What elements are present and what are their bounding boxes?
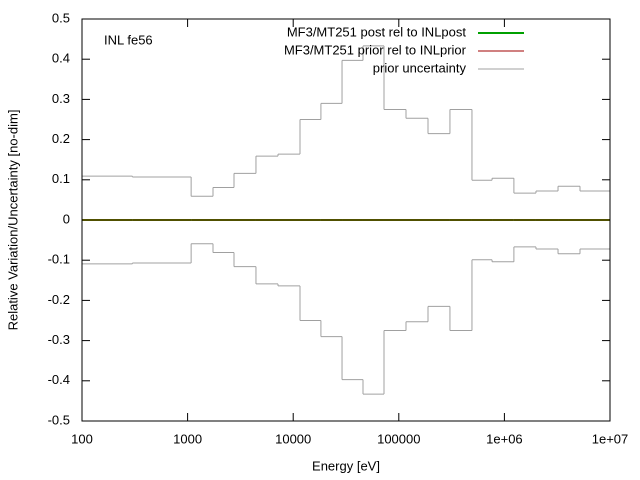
x-tick-label: 1e+06 xyxy=(486,431,523,446)
plot-frame xyxy=(81,18,611,422)
y-tick-label: 0.4 xyxy=(52,51,70,66)
y-tick-label: -0.2 xyxy=(48,292,70,307)
y-axis-label: Relative Variation/Uncertainty [no-dim] xyxy=(5,110,20,331)
x-axis-label: Energy [eV] xyxy=(312,458,380,473)
x-tick-label: 100 xyxy=(71,431,93,446)
legend-label: MF3/MT251 prior rel to INLprior xyxy=(284,42,467,57)
y-tick-label: 0.2 xyxy=(52,131,70,146)
x-tick-label: 1000 xyxy=(173,431,202,446)
y-tick-label: -0.3 xyxy=(48,332,70,347)
y-tick-label: -0.1 xyxy=(48,252,70,267)
annotation: INL fe56 xyxy=(104,32,153,47)
y-tick-label: 0 xyxy=(63,211,70,226)
x-tick-label: 10000 xyxy=(275,431,311,446)
y-tick-label: -0.5 xyxy=(48,412,70,427)
y-tick-label: -0.4 xyxy=(48,372,70,387)
x-tick-label: 100000 xyxy=(377,431,420,446)
y-tick-label: 0.3 xyxy=(52,91,70,106)
y-tick-label: 0.1 xyxy=(52,171,70,186)
x-tick-label: 1e+07 xyxy=(592,431,629,446)
y-tick-label: 0.5 xyxy=(52,10,70,25)
legend-label: MF3/MT251 post rel to INLpost xyxy=(287,24,467,39)
legend-label: prior uncertainty xyxy=(373,60,467,75)
